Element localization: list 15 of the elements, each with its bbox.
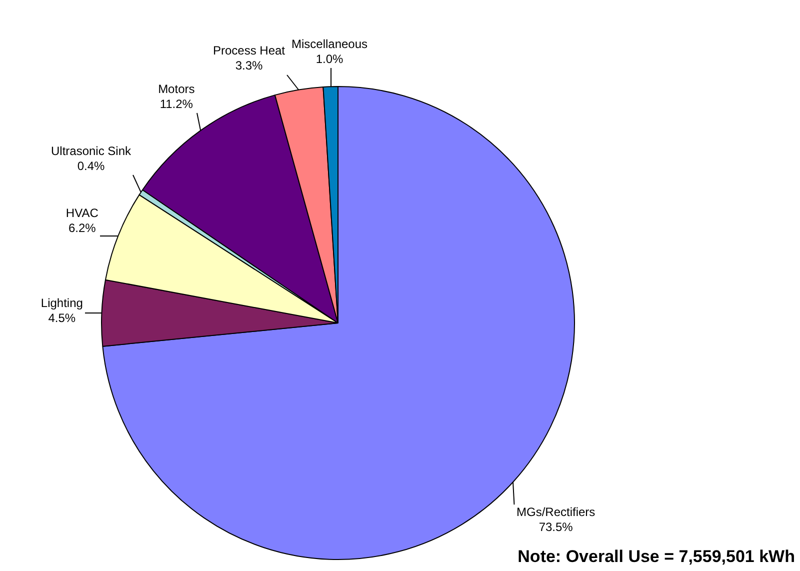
slice-label: Miscellaneous — [291, 37, 368, 52]
data-label: 6.2% — [68, 221, 96, 236]
text: Note: Overall Use = 7,559,501 kWh — [518, 547, 795, 566]
slice-label: Motors — [158, 82, 195, 96]
data-label: 11.2% — [160, 97, 194, 112]
data-label: 4.5% — [48, 311, 76, 326]
data-label: 1.0% — [316, 52, 344, 66]
data-label: 73.5% — [538, 520, 574, 534]
slice-label: Process Heat — [212, 43, 286, 58]
data-label: 3.3% — [235, 58, 264, 72]
slice-label: Lighting — [40, 296, 83, 310]
slice-label: Ultrasonic Sink — [50, 144, 132, 158]
slice-label: HVAC — [66, 206, 99, 220]
slice-label: MGs/Rectifiers — [516, 505, 596, 520]
data-label: 0.4% — [77, 159, 105, 174]
